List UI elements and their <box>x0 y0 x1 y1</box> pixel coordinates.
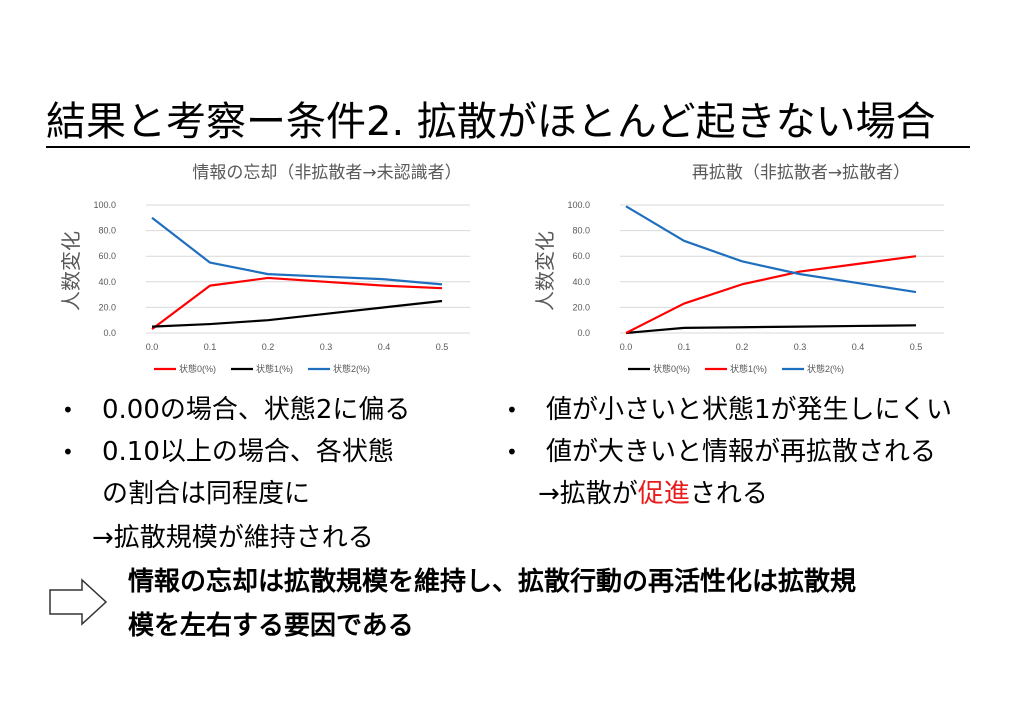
legend-entry: 状態2(%) <box>333 363 370 374</box>
chart-forgetting: 情報の忘却（非拡散者→未認識者） 人数変化 0.0 20.0 40.0 60.0 80.0 1… <box>59 158 480 383</box>
chart-rediffusion-svg: 再拡散（非拡散者→拡散者） 人数変化 0.0 20.0 40.0 60.0 80.0 100.… <box>533 163 944 374</box>
x-tick-label: 0.1 <box>204 342 217 352</box>
legend-entry: 状態1(%) <box>730 363 767 374</box>
x-tick-label: 0.0 <box>620 342 633 352</box>
chart-forgetting-svg: 情報の忘却（非拡散者→未認識者） 人数変化 0.0 20.0 40.0 60.0 80.0 1… <box>59 163 470 374</box>
legend-entry: 状態0(%) <box>179 363 216 374</box>
bullet-dot: • <box>62 398 74 422</box>
y-tick-label: 0.0 <box>577 328 590 338</box>
right-bullet-3-emphasis: 促進 <box>637 479 690 509</box>
x-tick-label: 0.4 <box>852 342 865 352</box>
y-axis-label: 人数変化 <box>533 231 557 311</box>
x-tick-label: 0.2 <box>262 342 275 352</box>
y-tick-label: 100.0 <box>567 200 590 210</box>
left-bullet-2-line3: →拡散規模が維持される <box>92 523 374 553</box>
y-tick-label: 60.0 <box>572 251 590 261</box>
y-tick-label: 0.0 <box>103 328 116 338</box>
y-tick-label: 20.0 <box>572 302 590 312</box>
y-tick-label: 80.0 <box>98 226 116 236</box>
x-tick-label: 0.5 <box>910 342 923 352</box>
conclusion-arrow-icon <box>49 578 108 626</box>
conclusion-text: 情報の忘却は拡散規模を維持し、拡散行動の再活性化は拡散規 模を左右する要因である <box>128 560 856 648</box>
conclusion-line-2: 模を左右する要因である <box>128 611 414 641</box>
series-line <box>151 216 443 286</box>
left-bullet-1: 0.00の場合、状態2に偏る <box>102 395 411 425</box>
x-tick-label: 0.3 <box>794 342 807 352</box>
slide-title: 結果と考察ー条件2. 拡散がほとんど起きない場合 <box>46 99 936 145</box>
legend-entry: 状態1(%) <box>256 363 293 374</box>
series-line <box>151 276 443 331</box>
x-tick-label: 0.4 <box>378 342 391 352</box>
y-tick-label: 40.0 <box>98 277 116 287</box>
bullet-dot: • <box>506 398 518 422</box>
y-axis-label: 人数変化 <box>59 231 83 311</box>
legend-entry: 状態2(%) <box>807 363 844 374</box>
series-line <box>625 205 917 294</box>
y-tick-label: 80.0 <box>572 226 590 236</box>
chart-title: 再拡散（非拡散者→拡散者） <box>692 163 910 183</box>
right-bullet-3: →拡散が促進される <box>538 474 768 514</box>
y-tick-label: 40.0 <box>572 277 590 287</box>
x-tick-label: 0.2 <box>736 342 749 352</box>
chart-rediffusion: 再拡散（非拡散者→拡散者） 人数変化 0.0 20.0 40.0 60.0 80.0 100.… <box>533 158 954 383</box>
right-bullet-3-pre: →拡散が <box>538 479 638 509</box>
series-line <box>151 299 443 328</box>
x-tick-label: 0.1 <box>678 342 691 352</box>
bullet-dot: • <box>506 440 518 464</box>
right-bullet-2: 値が大きいと情報が再拡散される <box>546 437 937 467</box>
right-bullet-3-post: される <box>689 479 768 509</box>
conclusion-line-1: 情報の忘却は拡散規模を維持し、拡散行動の再活性化は拡散規 <box>128 567 857 597</box>
chart-title: 情報の忘却（非拡散者→未認識者） <box>192 163 461 183</box>
left-bullet-2-line2: の割合は同程度に <box>102 479 311 509</box>
bullet-dot: • <box>62 440 74 464</box>
x-tick-label: 0.3 <box>320 342 333 352</box>
x-tick-label: 0.5 <box>436 342 449 352</box>
series-line <box>625 255 917 334</box>
y-tick-label: 100.0 <box>93 200 116 210</box>
series-line <box>625 324 917 335</box>
y-tick-label: 60.0 <box>98 251 116 261</box>
right-bullet-1: 値が小さいと状態1が発生しにくい <box>546 395 953 425</box>
y-tick-label: 20.0 <box>98 302 116 312</box>
legend-entry: 状態0(%) <box>653 363 690 374</box>
x-tick-label: 0.0 <box>146 342 159 352</box>
left-bullet-2-line1: 0.10以上の場合、各状態 <box>102 437 394 467</box>
title-underline <box>46 146 970 148</box>
